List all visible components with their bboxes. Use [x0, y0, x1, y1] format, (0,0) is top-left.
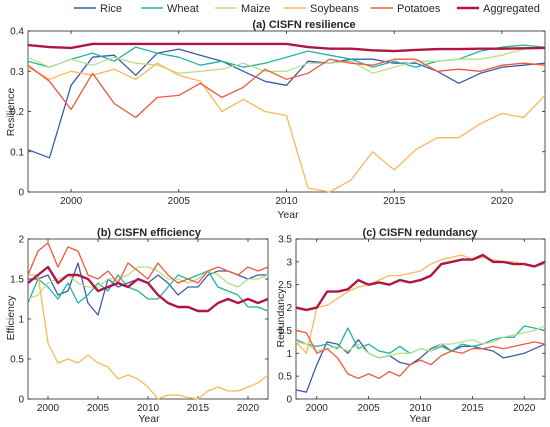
- x-tick-label-resilience: 2020: [491, 196, 514, 207]
- series-line-resilience-maize: [28, 46, 545, 74]
- y-tick-label-resilience: 0.4: [10, 27, 24, 38]
- panel-redundancy: 2000 2005 2010 2015 2020 0 0.5 1 1.5 2 2.5 3 3.5 (c) …: [275, 227, 546, 425]
- series-line-redundancy-aggregated: [296, 253, 545, 312]
- series-line-resilience-potatoes: [28, 58, 545, 119]
- series-line-efficiency-potatoes: [28, 242, 268, 284]
- y-tick-label-redundancy: 2: [286, 303, 292, 314]
- y-tick-label-efficiency: 0: [18, 395, 24, 406]
- x-tick-label-resilience: 2010: [275, 196, 298, 207]
- legend-label-potatoes: Potatoes: [397, 3, 441, 15]
- series-line-efficiency-wheat: [28, 270, 268, 312]
- y-tick-label-resilience: 0: [18, 188, 24, 199]
- y-axis-label-redundancy: Redundancy: [275, 288, 287, 348]
- x-tick-label-resilience: 2000: [60, 196, 83, 207]
- legend-label-rice: Rice: [100, 3, 122, 15]
- plot-area-resilience: [27, 30, 546, 193]
- x-tick-label-redundancy: 2000: [306, 403, 329, 414]
- x-tick-label-efficiency: 2010: [137, 403, 160, 414]
- series-line-efficiency-aggregated: [28, 265, 268, 313]
- x-axis-label-efficiency: Year: [138, 413, 160, 425]
- y-tick-label-redundancy: 3: [286, 257, 292, 268]
- panel-efficiency: 2000 2005 2010 2015 2020 0 0.5 1 1.5 2 (b) CISFN e…: [5, 227, 269, 425]
- series-line-efficiency-soybeans: [28, 274, 268, 400]
- y-tick-label-redundancy: 1.5: [278, 326, 292, 337]
- x-tick-label-efficiency: 2000: [37, 403, 60, 414]
- panel-title-resilience: (a) CISFN resilience: [252, 19, 355, 31]
- series-line-resilience-rice: [28, 48, 545, 159]
- series-line-redundancy-rice: [296, 338, 545, 393]
- y-tick-label-redundancy: 0.5: [278, 372, 292, 383]
- panel-resilience: 2000 2005 2010 2015 2020 0 0.1 0.2 0.3 0.4 (a) CIS…: [5, 19, 546, 221]
- series-line-resilience-aggregated: [28, 42, 545, 53]
- y-tick-label-redundancy: 0: [286, 395, 292, 406]
- y-tick-label-efficiency: 1: [18, 315, 24, 326]
- y-tick-label-redundancy: 1: [286, 349, 292, 360]
- y-tick-label-efficiency: 1.5: [10, 275, 24, 286]
- y-tick-label-efficiency: 2: [18, 235, 24, 246]
- x-tick-label-resilience: 2015: [383, 196, 406, 207]
- y-axis-label-resilience: Resilience: [5, 88, 17, 137]
- x-tick-label-efficiency: 2015: [187, 403, 210, 414]
- y-axis-label-efficiency: Efficiency: [5, 295, 17, 340]
- plot-area-efficiency: [27, 238, 269, 400]
- y-tick-label-efficiency: 0.5: [10, 355, 24, 366]
- legend-label-wheat: Wheat: [167, 3, 199, 15]
- panel-title-redundancy: (c) CISFN redundancy: [363, 227, 479, 239]
- y-tick-label-resilience: 0.3: [10, 67, 24, 78]
- series-line-redundancy-soybeans: [296, 254, 545, 354]
- x-axis-label-resilience: Year: [277, 209, 299, 221]
- legend: Rice Wheat Maize Soybeans Potatoes Aggregated: [74, 3, 540, 15]
- panel-title-efficiency: (b) CISFN efficiency: [97, 227, 202, 239]
- x-tick-label-redundancy: 2020: [513, 403, 536, 414]
- legend-label-aggregated: Aggregated: [483, 3, 540, 15]
- x-tick-label-redundancy: 2015: [461, 403, 484, 414]
- x-axis-label-redundancy: Year: [409, 413, 431, 425]
- y-tick-label-redundancy: 3.5: [278, 235, 292, 246]
- y-tick-label-resilience: 0.1: [10, 147, 24, 158]
- y-tick-label-redundancy: 2.5: [278, 280, 292, 291]
- legend-label-soybeans: Soybeans: [310, 3, 359, 15]
- x-tick-label-efficiency: 2020: [237, 403, 260, 414]
- series-line-resilience-soybeans: [28, 62, 545, 193]
- legend-label-maize: Maize: [241, 3, 270, 15]
- x-tick-label-efficiency: 2005: [87, 403, 110, 414]
- y-tick-label-resilience: 0.2: [10, 107, 24, 118]
- series-line-redundancy-potatoes: [296, 329, 545, 380]
- x-tick-label-redundancy: 2005: [358, 403, 381, 414]
- series-line-redundancy-maize: [296, 325, 545, 359]
- x-tick-label-resilience: 2005: [168, 196, 191, 207]
- x-tick-label-redundancy: 2010: [409, 403, 432, 414]
